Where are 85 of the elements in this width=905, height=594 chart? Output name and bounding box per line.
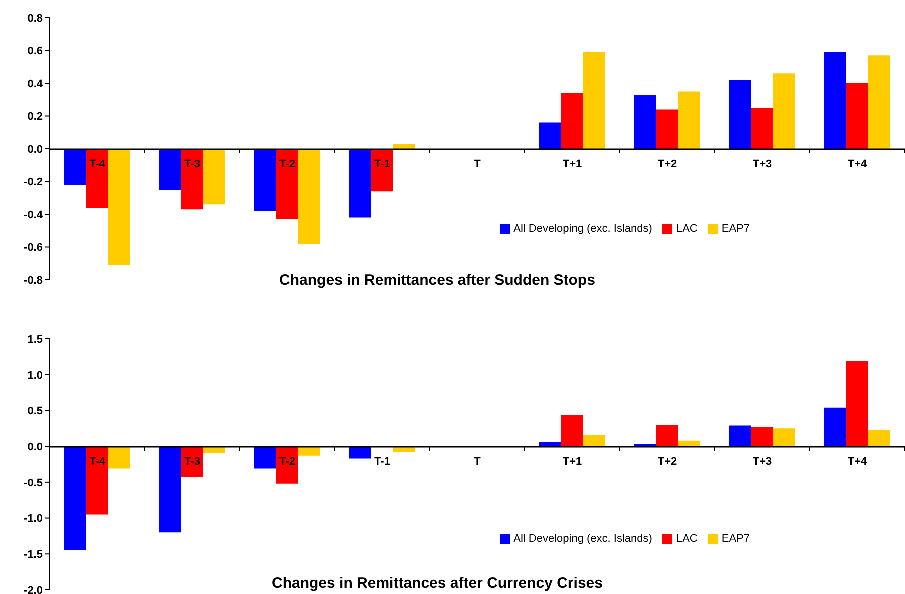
bar bbox=[729, 80, 752, 149]
legend-label: EAP7 bbox=[722, 223, 750, 235]
bar bbox=[561, 415, 584, 447]
x-tick-label: T-1 bbox=[374, 456, 390, 468]
y-tick-label: 1.0 bbox=[28, 370, 43, 382]
y-tick-label: 0.0 bbox=[28, 144, 43, 156]
bar bbox=[656, 425, 678, 447]
bar bbox=[656, 110, 678, 149]
bar bbox=[371, 149, 394, 192]
bar bbox=[729, 426, 752, 447]
bar bbox=[393, 144, 416, 149]
bar bbox=[298, 149, 320, 244]
legend-label: All Developing (exc. Islands) bbox=[514, 533, 652, 545]
x-tick-label: T+4 bbox=[848, 158, 868, 170]
x-tick-label: T-4 bbox=[90, 456, 106, 468]
legend-label: All Developing (exc. Islands) bbox=[514, 223, 652, 235]
x-tick-label: T+3 bbox=[752, 456, 772, 468]
bar bbox=[583, 52, 606, 149]
bar bbox=[349, 149, 372, 218]
bar bbox=[751, 108, 774, 149]
x-tick-label: T-4 bbox=[90, 158, 106, 170]
y-tick-label: 0.2 bbox=[28, 111, 43, 124]
legend-label: EAP7 bbox=[722, 533, 750, 545]
bar bbox=[108, 149, 130, 266]
y-tick-label: 0.8 bbox=[28, 12, 43, 25]
bar bbox=[868, 56, 890, 149]
bar bbox=[846, 361, 868, 447]
x-tick-label: T bbox=[474, 456, 482, 468]
bar bbox=[751, 427, 774, 447]
y-tick-label: -0.8 bbox=[24, 274, 43, 287]
bar bbox=[539, 122, 562, 149]
bar bbox=[824, 408, 846, 447]
x-tick-label: T-3 bbox=[184, 456, 200, 468]
bar bbox=[561, 93, 584, 149]
bar bbox=[86, 149, 108, 208]
y-tick-label: 0.6 bbox=[28, 46, 43, 58]
x-tick-label: T+3 bbox=[752, 158, 772, 170]
bar bbox=[64, 446, 86, 551]
bar bbox=[634, 444, 656, 447]
bar bbox=[64, 149, 86, 186]
bar bbox=[583, 435, 606, 447]
x-tick-label: T-2 bbox=[280, 158, 296, 170]
x-tick-label: T+2 bbox=[658, 456, 678, 468]
x-tick-label: T-3 bbox=[184, 158, 200, 170]
y-tick-label: -0.2 bbox=[24, 176, 43, 189]
x-tick-label: T bbox=[474, 158, 482, 170]
bar bbox=[86, 446, 108, 515]
x-tick-label: T-1 bbox=[374, 158, 390, 170]
bar bbox=[678, 440, 700, 447]
bar bbox=[773, 428, 796, 447]
bar bbox=[159, 149, 182, 190]
bar bbox=[868, 430, 890, 447]
x-tick-label: T+1 bbox=[562, 158, 582, 170]
y-tick-label: -0.4 bbox=[24, 209, 44, 222]
bar bbox=[108, 446, 130, 469]
y-tick-label: -0.5 bbox=[24, 477, 43, 490]
y-tick-label: -2.0 bbox=[24, 584, 43, 594]
y-tick-label: 0.0 bbox=[28, 441, 43, 454]
bar bbox=[634, 94, 656, 149]
bar bbox=[203, 149, 226, 205]
y-tick-label: 0.4 bbox=[28, 78, 44, 90]
text: Changes in Remittances after Currency Crises bbox=[272, 575, 603, 592]
bar bbox=[773, 74, 796, 149]
x-tick-label: T-2 bbox=[280, 456, 296, 468]
bar bbox=[349, 446, 372, 459]
legend-label: LAC bbox=[676, 223, 698, 235]
y-tick-label: -1.0 bbox=[24, 513, 43, 526]
bar bbox=[159, 446, 182, 533]
text: Changes in Remittances after Sudden Stops bbox=[280, 272, 596, 289]
y-tick-label: -0.6 bbox=[24, 242, 43, 254]
y-tick-label: 1.5 bbox=[28, 334, 43, 346]
y-tick-label: 0.5 bbox=[28, 406, 43, 418]
bar bbox=[254, 446, 276, 469]
bar bbox=[276, 149, 298, 220]
legend-label: LAC bbox=[676, 533, 698, 545]
y-tick-label: -1.5 bbox=[24, 549, 43, 562]
bar bbox=[254, 149, 276, 212]
bar bbox=[678, 92, 700, 149]
x-tick-label: T+4 bbox=[848, 456, 868, 468]
x-tick-label: T+2 bbox=[658, 158, 678, 170]
bar bbox=[824, 52, 846, 149]
x-tick-label: T+1 bbox=[562, 456, 582, 468]
bar bbox=[181, 149, 204, 210]
bar bbox=[846, 84, 868, 149]
bar bbox=[539, 442, 562, 447]
